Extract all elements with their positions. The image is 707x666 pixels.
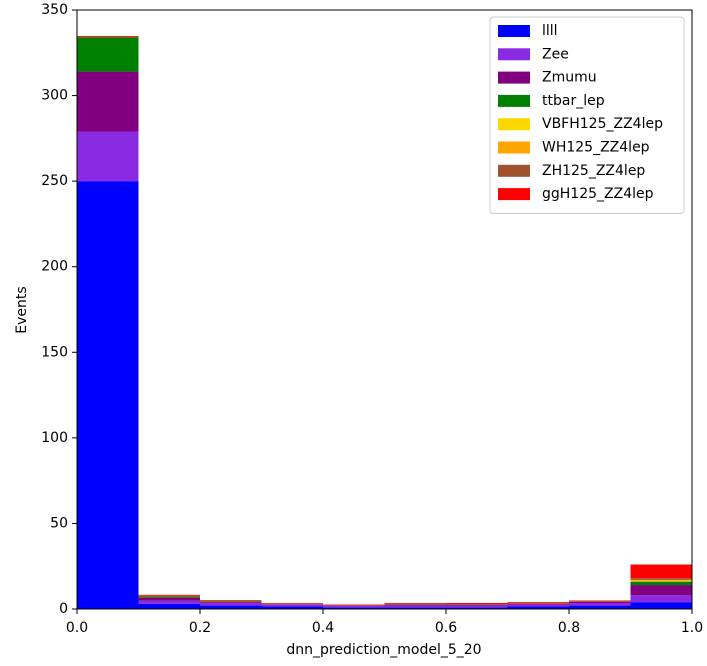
y-tick-label: 100 (41, 430, 68, 446)
legend-label: Zee (542, 46, 569, 62)
legend-label: ggH125_ZZ4lep (542, 186, 654, 202)
bar-segment (262, 605, 324, 607)
bar-segment (569, 603, 631, 606)
y-tick-label: 350 (41, 2, 68, 18)
bar-segment (631, 582, 693, 585)
bar-segment (508, 605, 570, 607)
legend-swatch (498, 95, 530, 107)
legend-swatch (498, 165, 530, 177)
bar-segment (139, 597, 201, 598)
bar-segment (631, 580, 693, 581)
bar-segment (200, 602, 262, 603)
bar-segment (631, 602, 693, 609)
bar-segment (385, 605, 447, 606)
bar-segment (631, 578, 693, 580)
bar-segment (323, 605, 385, 606)
bar-segment (200, 600, 262, 601)
bar-segment (323, 606, 385, 607)
bar-segment (139, 604, 201, 609)
bar-segment (139, 595, 201, 597)
legend-swatch (498, 25, 530, 37)
bar-segment (446, 603, 508, 604)
bar-segment (385, 606, 447, 608)
legend-label: WH125_ZZ4lep (542, 140, 650, 156)
bar-segment (569, 601, 631, 602)
y-tick-label: 200 (41, 259, 68, 275)
x-axis-label: dnn_prediction_model_5_20 (286, 642, 481, 658)
x-tick-label: 1.0 (681, 620, 703, 636)
bar-segment (139, 595, 201, 596)
bar-segment (77, 132, 139, 182)
bar-segment (446, 606, 508, 608)
bar-segment (385, 603, 447, 604)
legend-label: Zmumu (542, 70, 597, 86)
y-tick-label: 150 (41, 344, 68, 360)
legend-label: ZH125_ZZ4lep (542, 163, 645, 179)
bar-segment (77, 37, 139, 38)
bar-segment (323, 605, 385, 606)
y-tick-label: 50 (50, 515, 68, 531)
bar-segment (508, 603, 570, 604)
bar-segment (508, 604, 570, 605)
bar-segment (569, 602, 631, 603)
y-tick-label: 300 (41, 88, 68, 104)
bar-segment (446, 604, 508, 605)
legend-label: ttbar_lep (542, 93, 605, 109)
y-axis-label: Events (14, 286, 30, 333)
legend-label: llll (542, 23, 558, 39)
legend-swatch (498, 72, 530, 84)
legend-swatch (498, 118, 530, 130)
bar-segment (631, 585, 693, 595)
bar-segment (77, 37, 139, 71)
x-tick-label: 0.0 (66, 620, 88, 636)
bar-segment (262, 603, 324, 604)
bar-segment (77, 72, 139, 132)
x-tick-label: 0.8 (558, 620, 580, 636)
bar-segment (77, 36, 139, 37)
y-tick-label: 250 (41, 173, 68, 189)
bar-segment (200, 606, 262, 609)
x-tick-label: 0.2 (189, 620, 211, 636)
bar-segment (200, 602, 262, 603)
bar-segment (385, 604, 447, 605)
x-tick-label: 0.4 (312, 620, 334, 636)
bar-segment (631, 595, 693, 602)
legend-swatch (498, 188, 530, 200)
bar-segment (569, 600, 631, 601)
bar-segment (139, 598, 201, 601)
legend-swatch (498, 142, 530, 154)
legend-label: VBFH125_ZZ4lep (542, 116, 663, 132)
bar-segment (631, 581, 693, 582)
y-tick-label: 0 (59, 601, 68, 617)
bar-segment (446, 605, 508, 606)
legend-swatch (498, 48, 530, 60)
bar-segment (631, 565, 693, 579)
bar-segment (569, 606, 631, 609)
bar-segment (262, 604, 324, 605)
bar-segment (139, 600, 201, 603)
bar-segment (77, 181, 139, 609)
legend-box (490, 17, 684, 213)
bar-segment (508, 602, 570, 603)
x-tick-label: 0.6 (435, 620, 457, 636)
bar-segment (200, 603, 262, 606)
